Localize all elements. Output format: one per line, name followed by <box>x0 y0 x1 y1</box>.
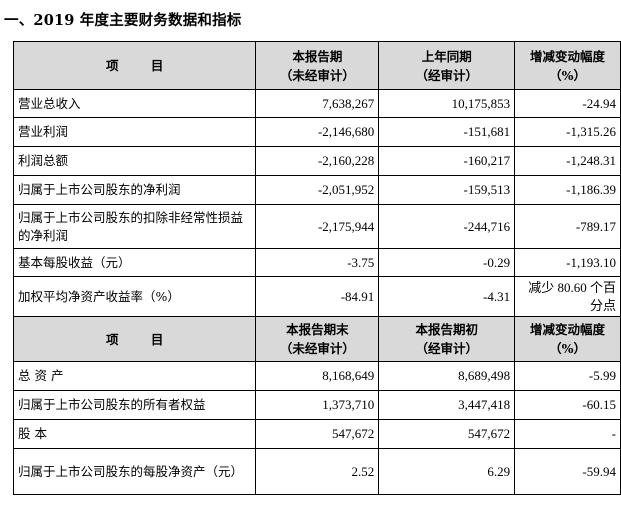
row-value-prior: 3,447,418 <box>378 390 516 420</box>
row-value-current: 547,672 <box>255 419 380 449</box>
row-value-current: -2,175,944 <box>255 204 380 249</box>
row-value-current: 2.52 <box>255 448 380 495</box>
table-row: 归属于上市公司股东的扣除非经常性损益的净利润 -2,175,944 -244,716… <box>12 204 621 249</box>
header-col1: 本报告期 （未经审计） <box>255 41 380 90</box>
row-change: - <box>514 419 621 449</box>
row-value-prior: -0.29 <box>378 248 516 277</box>
row-value-current: 8,168,649 <box>255 361 380 391</box>
table-row: 营业利润 -2,146,680 -151,681 -1,315.26 <box>12 117 621 147</box>
row-value-current: 1,373,710 <box>255 390 380 420</box>
row-label: 营业利润 <box>12 117 257 147</box>
row-label: 归属于上市公司股东的所有者权益 <box>12 390 257 420</box>
row-value-current: -2,051,952 <box>255 175 380 205</box>
row-value-prior: 10,175,853 <box>378 89 516 118</box>
row-value-prior: -151,681 <box>378 117 516 147</box>
table-row: 营业总收入 7,638,267 10,175,853 -24.94 <box>12 89 621 118</box>
table-row: 归属于上市公司股东的净利润 -2,051,952 -159,513 -1,186.39 <box>12 175 621 205</box>
row-change: -1,315.26 <box>514 117 621 147</box>
row-change: -5.99 <box>514 361 621 391</box>
row-value-prior: -244,716 <box>378 204 516 249</box>
row-label: 总 资 产 <box>12 361 257 391</box>
row-value-current: 7,638,267 <box>255 89 380 118</box>
table-row: 归属于上市公司股东的所有者权益 1,373,710 3,447,418 -60.15 <box>12 390 621 420</box>
row-change: -789.17 <box>514 204 621 249</box>
table-row: 归属于上市公司股东的每股净资产（元） 2.52 6.29 -59.94 <box>12 448 621 495</box>
row-label: 归属于上市公司股东的扣除非经常性损益的净利润 <box>12 204 257 249</box>
row-value-prior: 547,672 <box>378 419 516 449</box>
row-label: 营业总收入 <box>12 89 257 118</box>
table-row: 基本每股收益（元） -3.75 -0.29 -1,193.10 <box>12 248 621 277</box>
row-value-prior: 6.29 <box>378 448 516 495</box>
row-value-current: -84.91 <box>255 276 380 317</box>
section-title: 一、2019 年度主要财务数据和指标 <box>4 12 242 29</box>
row-value-current: -2,146,680 <box>255 117 380 147</box>
row-label: 加权平均净资产收益率（%） <box>12 276 257 317</box>
header-col3: 增减变动幅度 （%） <box>514 41 621 90</box>
row-value-prior: 8,689,498 <box>378 361 516 391</box>
table-row: 加权平均净资产收益率（%） -84.91 -4.31 减少 80.60 个百分点 <box>12 276 621 317</box>
row-value-prior: -4.31 <box>378 276 516 317</box>
row-label: 归属于上市公司股东的净利润 <box>12 175 257 205</box>
row-label: 基本每股收益（元） <box>12 248 257 277</box>
row-value-prior: -159,513 <box>378 175 516 205</box>
table-row: 总 资 产 8,168,649 8,689,498 -5.99 <box>12 361 621 391</box>
row-value-current: -3.75 <box>255 248 380 277</box>
header-col1: 本报告期末 （未经审计） <box>255 316 380 362</box>
row-change: 减少 80.60 个百分点 <box>514 276 621 317</box>
header-col2: 上年同期 （经审计） <box>378 41 516 90</box>
table-row: 股 本 547,672 547,672- <box>12 419 621 449</box>
row-change: -1,248.31 <box>514 146 621 176</box>
financial-data-table: 项 目本报告期 （未经审计） 上年同期 （经审计） 增减变动幅度 （%） 营业总收入 7… <box>12 41 621 495</box>
row-change: -24.94 <box>514 89 621 118</box>
table-header-row: 项 目本报告期末 （未经审计） 本报告期初 （经审计） 增减变动幅度 （%） <box>12 316 621 362</box>
row-label: 利润总额 <box>12 146 257 176</box>
header-col2: 本报告期初 （经审计） <box>378 316 516 362</box>
row-value-prior: -160,217 <box>378 146 516 176</box>
row-change: -1,193.10 <box>514 248 621 277</box>
table-row: 利润总额 -2,160,228 -160,217 -1,248.31 <box>12 146 621 176</box>
row-label: 股 本 <box>12 419 257 449</box>
row-value-current: -2,160,228 <box>255 146 380 176</box>
header-item: 项 目 <box>12 41 257 90</box>
row-change: -60.15 <box>514 390 621 420</box>
header-item: 项 目 <box>12 316 257 362</box>
row-change: -1,186.39 <box>514 175 621 205</box>
table-header-row: 项 目本报告期 （未经审计） 上年同期 （经审计） 增减变动幅度 （%） <box>12 41 621 90</box>
row-label: 归属于上市公司股东的每股净资产（元） <box>12 448 257 495</box>
header-col3: 增减变动幅度 （%） <box>514 316 621 362</box>
row-change: -59.94 <box>514 448 621 495</box>
